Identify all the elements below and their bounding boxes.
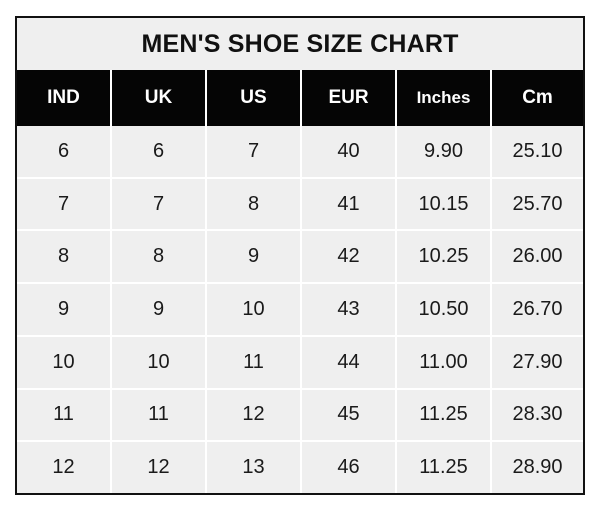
cell-us: 8 xyxy=(207,178,302,230)
cell-us: 9 xyxy=(207,231,302,283)
cell-ind: 10 xyxy=(17,336,112,388)
cell-cm: 25.70 xyxy=(492,178,583,230)
column-header-eur: EUR xyxy=(302,70,397,126)
cell-inches: 10.50 xyxy=(397,284,492,335)
cell-uk: 12 xyxy=(112,442,207,494)
cell-cm: 26.70 xyxy=(492,284,583,335)
cell-inches: 11.25 xyxy=(397,389,492,441)
cell-us: 11 xyxy=(207,336,302,388)
cell-eur: 43 xyxy=(302,284,397,335)
cell-inches: 10.25 xyxy=(397,231,492,283)
cell-ind: 7 xyxy=(17,178,112,230)
table-header-row: IND UK US EUR Inches Cm xyxy=(17,70,583,126)
cell-uk: 6 xyxy=(112,126,207,177)
table-row: 10 10 11 44 11.00 27.90 xyxy=(17,334,583,388)
cell-inches: 11.25 xyxy=(397,442,492,494)
cell-eur: 40 xyxy=(302,126,397,177)
cell-inches: 9.90 xyxy=(397,126,492,177)
column-header-cm: Cm xyxy=(492,70,583,126)
shoe-size-chart-table: MEN'S SHOE SIZE CHART IND UK US EUR Inch… xyxy=(15,16,585,495)
page-title: MEN'S SHOE SIZE CHART xyxy=(141,29,459,58)
chart-title-row: MEN'S SHOE SIZE CHART xyxy=(17,18,583,70)
cell-ind: 11 xyxy=(17,389,112,441)
cell-us: 13 xyxy=(207,442,302,494)
table-row: 9 9 10 43 10.50 26.70 xyxy=(17,282,583,335)
cell-ind: 6 xyxy=(17,126,112,177)
table-row: 12 12 13 46 11.25 28.90 xyxy=(17,440,583,494)
cell-uk: 9 xyxy=(112,284,207,335)
cell-us: 12 xyxy=(207,389,302,441)
cell-eur: 41 xyxy=(302,178,397,230)
cell-cm: 25.10 xyxy=(492,126,583,177)
cell-us: 10 xyxy=(207,284,302,335)
cell-inches: 11.00 xyxy=(397,336,492,388)
table-row: 11 11 12 45 11.25 28.30 xyxy=(17,387,583,441)
column-header-inches: Inches xyxy=(397,70,492,126)
cell-cm: 27.90 xyxy=(492,336,583,388)
table-row: 7 7 8 41 10.15 25.70 xyxy=(17,176,583,230)
table-row: 8 8 9 42 10.25 26.00 xyxy=(17,229,583,283)
cell-eur: 42 xyxy=(302,231,397,283)
cell-cm: 28.90 xyxy=(492,442,583,494)
cell-uk: 11 xyxy=(112,389,207,441)
column-header-uk: UK xyxy=(112,70,207,126)
cell-ind: 8 xyxy=(17,231,112,283)
cell-cm: 28.30 xyxy=(492,389,583,441)
cell-eur: 46 xyxy=(302,442,397,494)
table-body: 6 6 7 40 9.90 25.10 7 7 8 41 10.15 25.70… xyxy=(17,126,583,494)
column-header-us: US xyxy=(207,70,302,126)
column-header-ind: IND xyxy=(17,70,112,126)
cell-inches: 10.15 xyxy=(397,178,492,230)
cell-eur: 44 xyxy=(302,336,397,388)
cell-ind: 9 xyxy=(17,284,112,335)
cell-ind: 12 xyxy=(17,442,112,494)
cell-uk: 10 xyxy=(112,336,207,388)
cell-us: 7 xyxy=(207,126,302,177)
cell-uk: 7 xyxy=(112,178,207,230)
cell-uk: 8 xyxy=(112,231,207,283)
table-row: 6 6 7 40 9.90 25.10 xyxy=(17,126,583,177)
cell-eur: 45 xyxy=(302,389,397,441)
cell-cm: 26.00 xyxy=(492,231,583,283)
